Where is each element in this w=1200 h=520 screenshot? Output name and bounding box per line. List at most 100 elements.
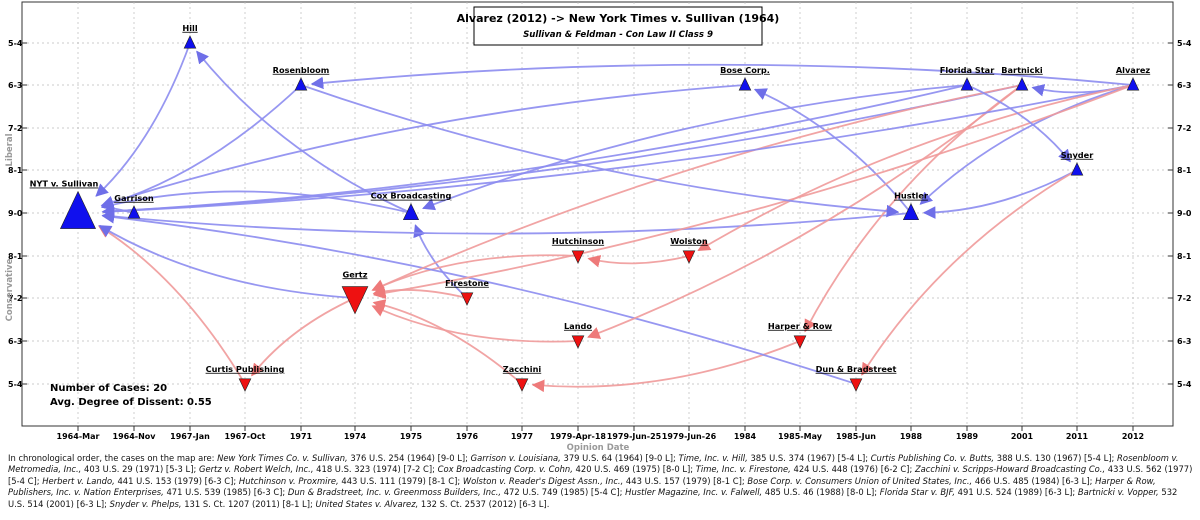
y-tick-label-left: 8-1: [8, 166, 23, 175]
x-tick-label: 1979-Jun-25: [607, 432, 662, 441]
case-label-hustler: Hustler: [894, 191, 929, 201]
case-label-hill: Hill: [182, 23, 197, 33]
case-node-bartnicki[interactable]: [1015, 77, 1029, 91]
case-label-wolston: Wolston: [670, 236, 708, 246]
x-tick-label: 2011: [1066, 432, 1089, 441]
caption-case-name: Harper & Row, Publishers, Inc. v. Nation…: [8, 475, 1156, 498]
case-node-floridastar[interactable]: [960, 77, 974, 91]
y-axis-label-liberal: Liberal: [5, 133, 15, 166]
case-node-hutchinson[interactable]: [571, 250, 585, 264]
case-label-hutchinson: Hutchinson: [552, 236, 604, 246]
y-tick-label-left: 6-3: [8, 337, 22, 346]
caption-citation: 441 U.S. 153 (1979) [6-3 C];: [117, 475, 239, 486]
case-node-dun[interactable]: [849, 378, 863, 392]
citation-edge-alvarez-hustler: [919, 84, 1134, 205]
caption-entry: Wolston v. Reader's Digest Assn., Inc., …: [463, 476, 748, 486]
caption-citation: 131 S. Ct. 1207 (2011) [8-1 L];: [184, 498, 316, 509]
caption-case-name: Florida Star v. BJF,: [879, 487, 958, 498]
caption-entry: Time, Inc. v. Firestone, 424 U.S. 448 (1…: [696, 464, 915, 474]
citation-edge-snyder-hustler: [922, 169, 1078, 219]
case-label-lando: Lando: [564, 321, 592, 331]
caption-entry: Garrison v. Louisiana, 379 U.S. 64 (1964…: [471, 453, 679, 463]
x-tick-label: 1971: [290, 432, 313, 441]
citation-edge-rosenbloom-hustler: [300, 84, 900, 218]
case-node-alvarez[interactable]: [1126, 77, 1140, 91]
caption-case-name: Snyder v. Phelps,: [109, 498, 185, 509]
x-ticks: 1964-Mar 1964-Nov 1967-Jan 1967-Oct 1971 1974…: [57, 426, 1144, 441]
caption-citation: 443 U.S. 157 (1979) [8-1 C];: [625, 475, 748, 486]
case-label-garrison: Garrison: [114, 193, 154, 203]
caption-entry: Time, Inc. v. Hill, 385 U.S. 374 (1967) …: [678, 453, 870, 463]
y-tick-label-right: 8-1: [1177, 252, 1192, 261]
case-node-lando[interactable]: [571, 335, 585, 349]
y-tick-label-right: 7-2: [1177, 124, 1191, 133]
citation-edge-lando-gertz: [371, 304, 579, 343]
caption-citation: 379 U.S. 64 (1964) [9-0 L];: [563, 453, 679, 463]
caption-case-name: Garrison v. Louisiana,: [470, 453, 564, 463]
case-label-harper: Harper & Row: [768, 321, 833, 331]
x-tick-label: 1967-Oct: [225, 432, 266, 441]
case-node-rosenbloom[interactable]: [294, 77, 308, 91]
case-node-snyder[interactable]: [1070, 162, 1084, 176]
y-tick-label-left: 5-4: [8, 39, 23, 48]
caption-entry: Zacchini v. Scripps-Howard Broadcasting …: [8, 464, 1192, 485]
case-node-cox[interactable]: [402, 203, 420, 221]
case-node-firestone[interactable]: [460, 292, 474, 306]
case-node-garrison[interactable]: [127, 205, 141, 219]
y-tick-label-right: 6-3: [1177, 81, 1191, 90]
stat-avg-dissent: Avg. Degree of Dissent: 0.55: [50, 397, 212, 408]
case-node-wolston[interactable]: [682, 250, 696, 264]
case-node-hustler[interactable]: [902, 203, 920, 221]
caption-citation: 385 U.S. 374 (1967) [5-4 L];: [750, 453, 871, 463]
caption-case-name: Wolston v. Reader's Digest Assn., Inc.,: [462, 475, 626, 486]
case-label-alvarez: Alvarez: [1116, 65, 1151, 75]
case-node-harper[interactable]: [793, 335, 807, 349]
case-node-curtis[interactable]: [238, 378, 252, 392]
case-node-bose[interactable]: [738, 77, 752, 91]
y-tick-label-left: 6-3: [8, 81, 22, 90]
caption-case-name: Time, Inc. v. Hill,: [678, 453, 751, 463]
case-label-bose: Bose Corp.: [720, 65, 770, 75]
y-tick-label-right: 9-0: [1177, 209, 1192, 218]
citation-edge-alvarez-rosenbloom: [310, 63, 1134, 90]
x-tick-label: 1975: [400, 432, 423, 441]
caption-case-name: Bose Corp. v. Consumers Union of United …: [747, 475, 975, 486]
citation-edge-alvarez-gertz: [372, 84, 1134, 300]
citation-edges: [95, 42, 1134, 393]
caption-entry: Gertz v. Robert Welch, Inc., 418 U.S. 32…: [199, 464, 438, 474]
x-tick-label: 1974: [344, 432, 367, 441]
chart-title: Alvarez (2012) -> New York Times v. Sull…: [457, 12, 780, 25]
title-box-frame: [473, 6, 763, 46]
caption-case-name: Dun & Bradstreet, Inc. v. Greenmoss Buil…: [287, 487, 504, 498]
grid-lines: [22, 2, 1173, 426]
citation-edge-hustler-bose: [753, 88, 912, 214]
caption-citation: 466 U.S. 485 (1984) [6-3 L];: [974, 475, 1096, 486]
caption-citation: 376 U.S. 254 (1964) [9-0 L];: [350, 453, 471, 463]
case-label-gertz: Gertz: [343, 269, 368, 279]
caption-case-name: New York Times Co. v. Sullivan,: [217, 453, 351, 463]
y-tick-label-left: 7-2: [8, 124, 22, 133]
caption-entry: United States v. Alvarez, 132 S. Ct. 253…: [315, 499, 549, 509]
x-axis-title: Opinion Date: [567, 443, 630, 453]
x-tick-label: 2012: [1122, 432, 1144, 441]
case-node-nyt[interactable]: [59, 190, 97, 229]
caption-case-name: Curtis Publishing Co. v. Butts,: [870, 453, 997, 463]
title-box: Alvarez (2012) -> New York Times v. Sull…: [457, 6, 780, 46]
caption-case-name: Time, Inc. v. Firestone,: [695, 464, 794, 475]
caption-entry: Curtis Publishing Co. v. Butts, 388 U.S.…: [871, 453, 1117, 463]
x-tick-label: 1964-Nov: [113, 432, 157, 441]
citation-edge-gertz-nyt: [98, 224, 356, 299]
x-tick-label: 1967-Jan: [170, 432, 210, 441]
x-tick-label: 1985-May: [778, 432, 823, 441]
case-node-hill[interactable]: [183, 35, 197, 49]
case-nodes: [59, 35, 1140, 392]
case-list-caption: In chronological order, the cases on the…: [8, 453, 1194, 510]
citation-edge-bartnicki-nyt: [101, 84, 1023, 218]
caption-entry: Bose Corp. v. Consumers Union of United …: [747, 476, 1095, 486]
case-node-zacchini[interactable]: [515, 378, 529, 392]
case-node-gertz[interactable]: [341, 286, 369, 315]
y-tick-label-right: 7-2: [1177, 294, 1191, 303]
caption-citation: 418 U.S. 323 (1974) [7-2 C];: [316, 464, 438, 475]
case-label-bartnicki: Bartnicki: [1001, 65, 1043, 75]
